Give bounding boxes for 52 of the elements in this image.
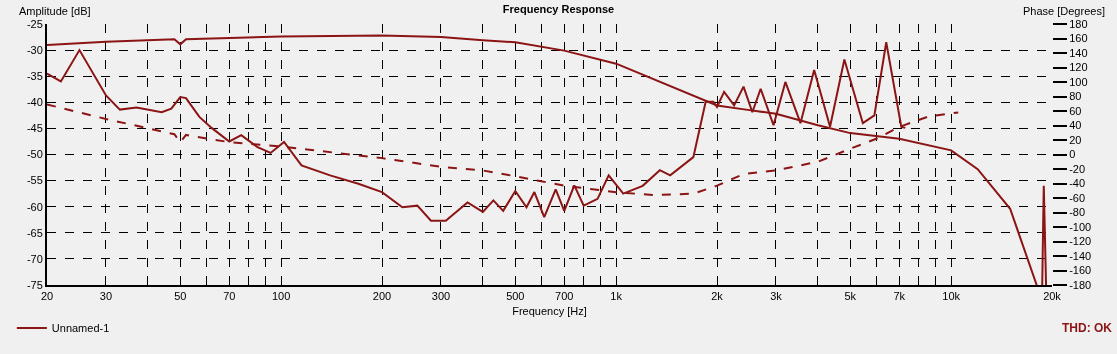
x-tick-label: 5k [844,290,857,303]
x-tick-label: 50 [174,290,187,303]
y2-tick-label: -160 [1069,264,1092,277]
y-tick-label: -70 [26,252,43,265]
y2-tick-label: -120 [1069,235,1092,248]
x-tick-label: 700 [555,290,574,303]
y2-tick-label: -40 [1069,177,1086,190]
y2-tick-label: 0 [1069,148,1076,161]
x-tick-label: 70 [223,290,236,303]
x-tick-label: 2k [711,290,724,303]
x-tick-label: 3k [770,290,783,303]
y2-tick-label: -60 [1069,191,1086,204]
x-tick-label: 30 [99,290,113,303]
y2-tick-label: 160 [1069,32,1088,45]
y-tick-label: -75 [26,278,43,291]
chart-title: Frequency Response [502,3,615,16]
x-tick-label: 20k [1043,290,1062,303]
y2-tick-label: 20 [1069,133,1082,146]
y2-tick-label: -100 [1069,220,1092,233]
x-tick-label: 500 [506,290,525,303]
y2-tick-label: 120 [1069,61,1088,74]
y-axis-title: Amplitude [dB] [19,5,91,17]
y2-axis-title: Phase [Degrees] [1023,5,1105,17]
legend-label: Unnamed-1 [51,322,110,335]
x-tick-label: 20 [40,290,54,303]
x-tick-label: 100 [271,290,291,303]
y2-tick-label: 100 [1069,75,1088,88]
y-tick-label: -50 [26,148,43,161]
y2-tick-label: 140 [1069,46,1088,59]
x-tick-label: 10k [942,290,961,303]
y2-tick-label: 80 [1069,90,1082,103]
y2-tick-label: 60 [1069,104,1082,117]
y-tick-label: -65 [26,226,43,239]
y2-tick-label: 180 [1069,17,1088,30]
y-tick-label: -25 [26,17,43,30]
text: THD: OK [1062,321,1113,335]
y2-tick-label: -140 [1069,249,1092,262]
x-tick-label: 1k [610,290,623,303]
y2-tick-label: -80 [1069,206,1086,219]
y2-tick-label: -180 [1069,278,1092,291]
x-axis-title: Frequency [Hz] [512,304,587,317]
y-tick-label: -60 [26,200,43,213]
y-tick-label: -40 [26,96,43,109]
y2-tick-label: -20 [1069,162,1086,175]
x-tick-label: 200 [372,290,392,303]
y-tick-label: -55 [26,174,43,187]
y-tick-label: -30 [26,43,43,56]
y-tick-label: -35 [26,70,43,83]
y2-tick-label: 40 [1069,119,1082,132]
x-tick-label: 300 [431,290,451,303]
x-tick-label: 7k [893,290,906,303]
y-tick-label: -45 [26,122,43,135]
